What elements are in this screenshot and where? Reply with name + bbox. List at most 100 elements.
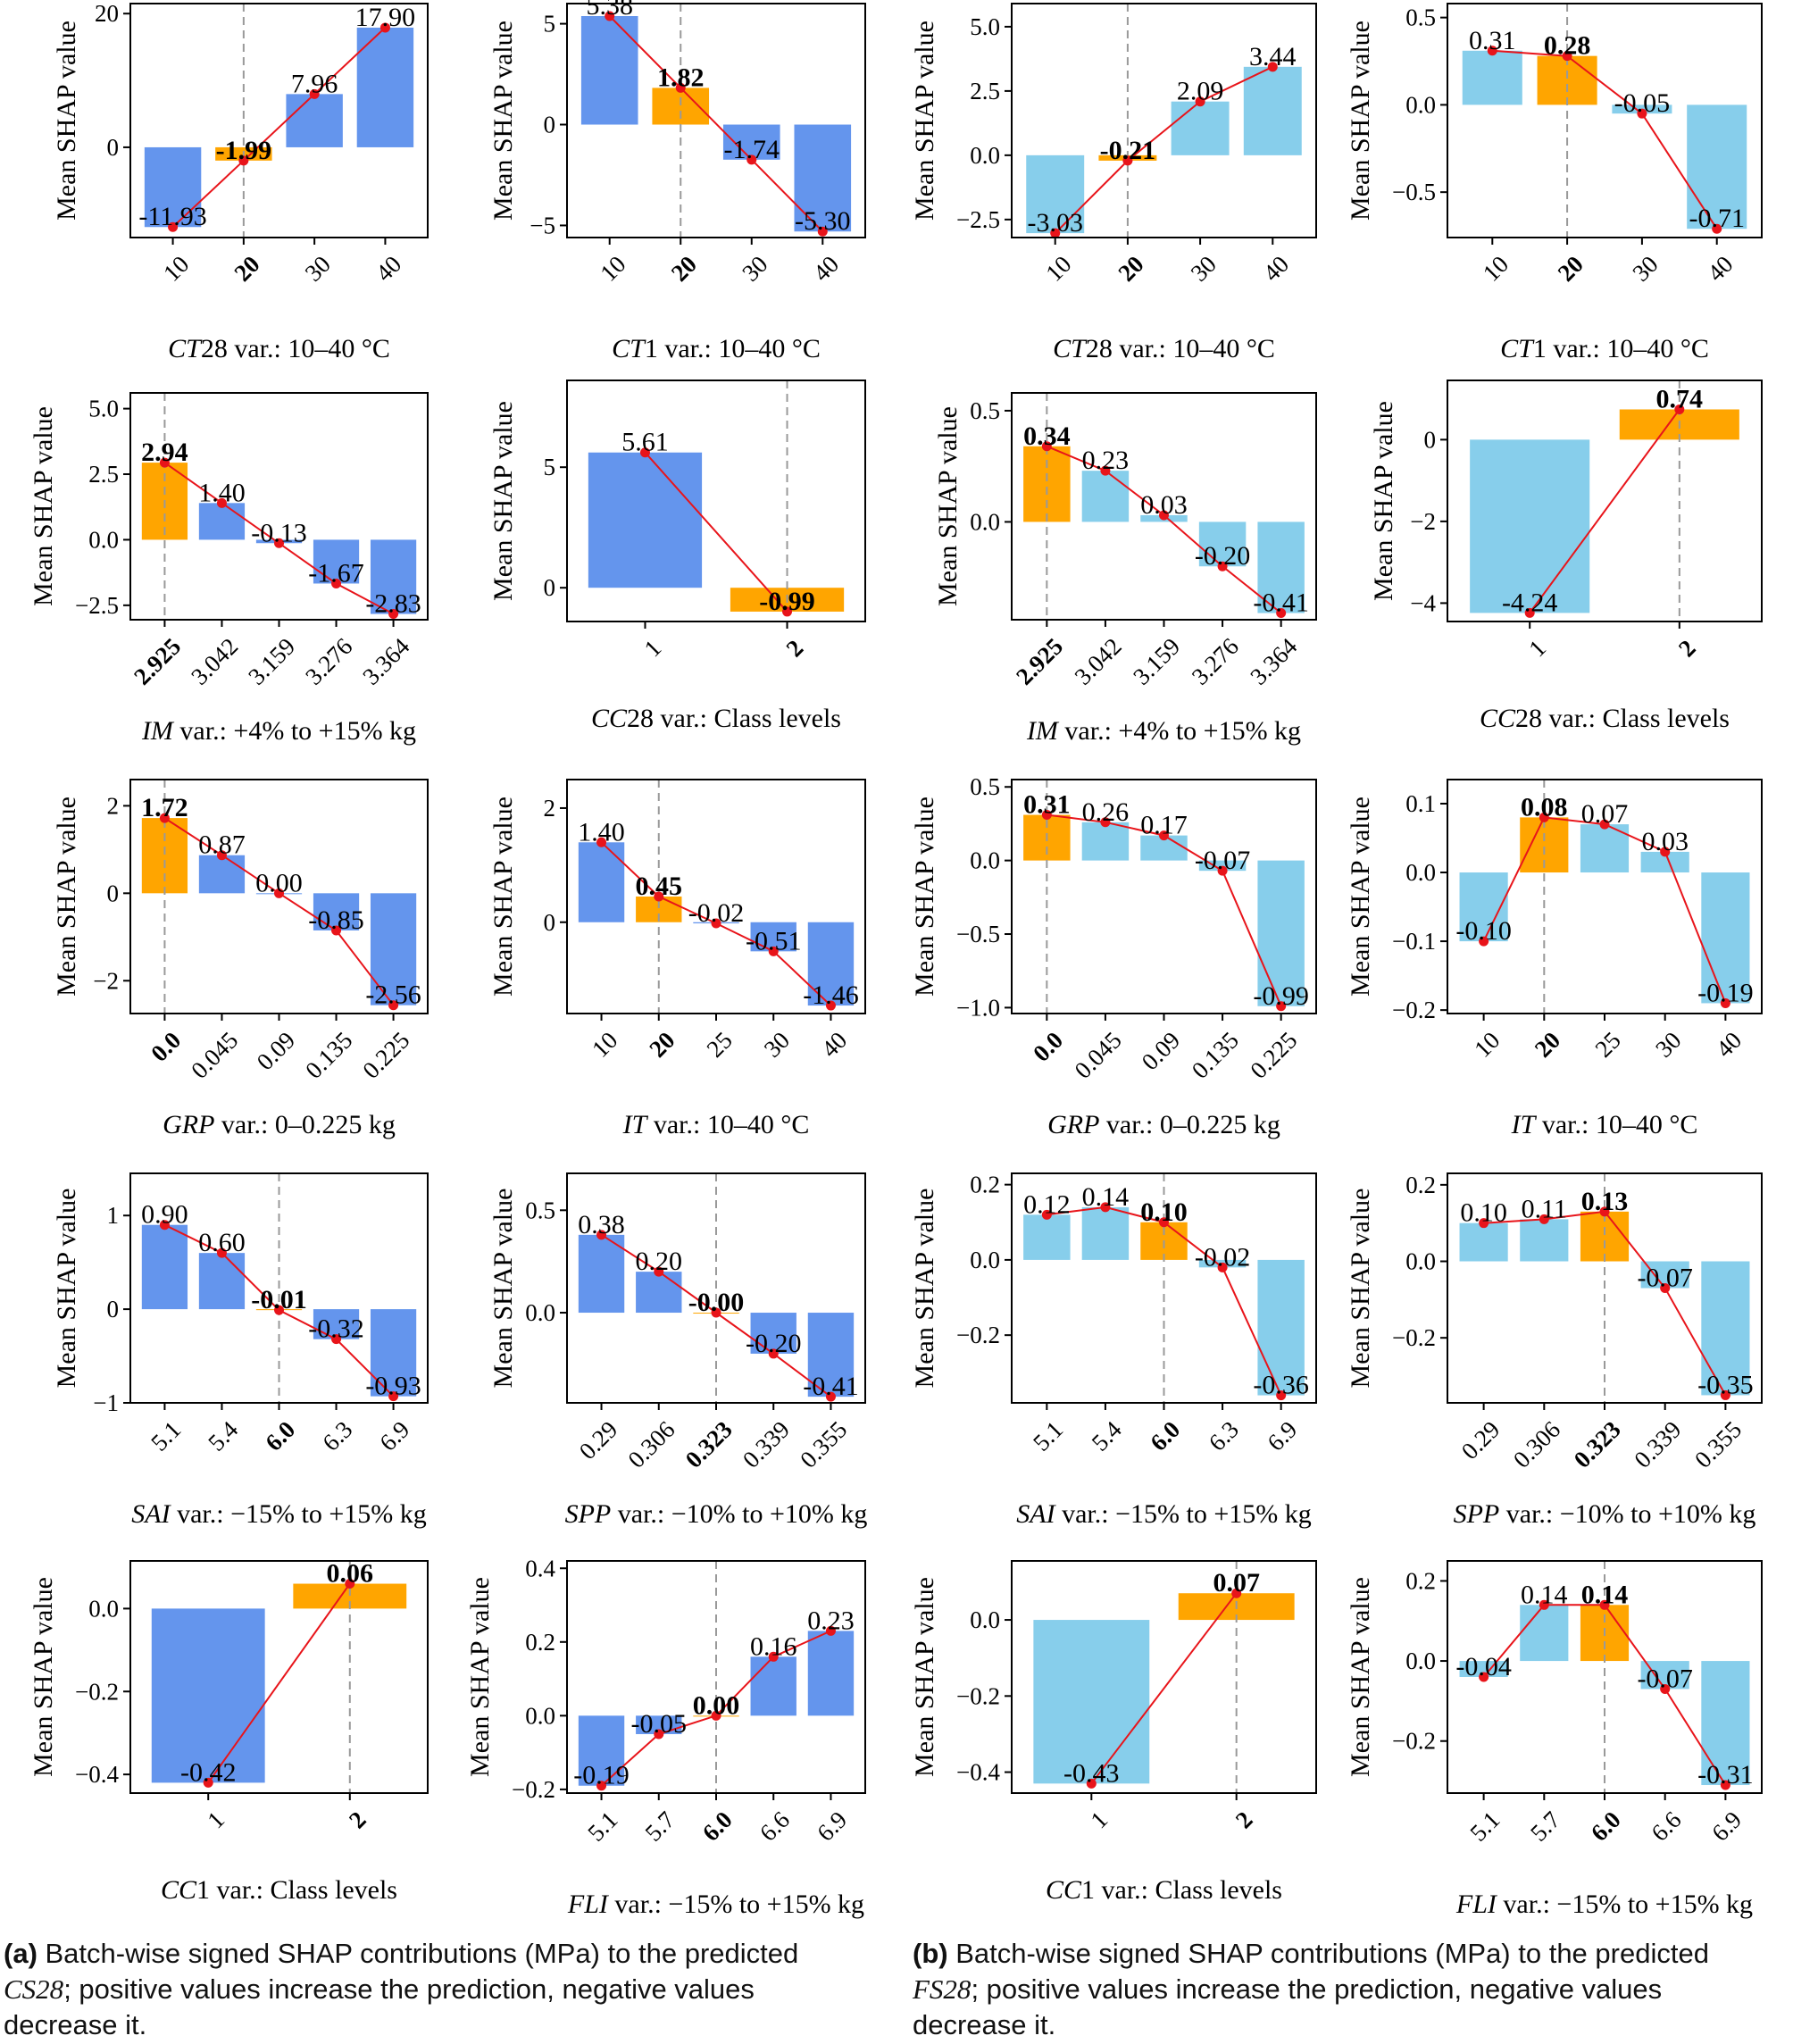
x-tick-label: 0.323 <box>1569 1416 1626 1473</box>
data-point <box>1599 1206 1610 1217</box>
value-label: -0.36 <box>1253 1371 1309 1400</box>
y-tick-label: 0.0 <box>1405 859 1436 886</box>
data-point <box>1479 1218 1489 1229</box>
x-tick-label: 10 <box>1040 251 1076 287</box>
data-point <box>1276 1390 1287 1401</box>
value-label: 5.38 <box>586 0 633 21</box>
value-label: -0.07 <box>1195 846 1251 875</box>
y-tick-label: 0.0 <box>970 508 1000 535</box>
chart-11: 0.31 0.26 0.17-0.07-0.99−1.0−0.50.00.50.0 0… <box>910 773 1317 1139</box>
y-tick-label: −2 <box>93 967 119 994</box>
value-label: 7.96 <box>291 69 338 98</box>
value-label: -3.03 <box>1027 208 1083 238</box>
data-point <box>1712 223 1722 234</box>
y-tick-label: 0.0 <box>525 1702 555 1729</box>
x-tick-label: 2 <box>1673 635 1701 663</box>
x-axis-label: CT28 var.: 10–40 °C <box>168 334 390 363</box>
chart-10: 1.40 0.45-0.02-0.51-1.46 0 2 10 20 25 30 40 Mean … <box>488 779 866 1139</box>
data-point <box>1195 96 1205 107</box>
value-label: 1.40 <box>198 478 246 507</box>
x-axis-variable: CT <box>168 334 203 363</box>
value-label: 0.08 <box>1521 792 1568 822</box>
value-label: 0.06 <box>327 1559 374 1589</box>
x-tick-label: 0.29 <box>1456 1416 1505 1465</box>
y-tick-label: 2 <box>107 792 120 819</box>
x-tick-label: 0.29 <box>574 1416 623 1465</box>
plot-frame <box>566 3 866 238</box>
y-tick-label: 2.5 <box>970 78 1000 104</box>
value-label: -0.21 <box>1100 136 1156 165</box>
value-label: 0.00 <box>693 1690 740 1720</box>
value-label: 0.26 <box>1082 797 1130 827</box>
value-label: 5.61 <box>621 428 669 457</box>
bar-3.364 <box>1257 521 1305 613</box>
x-tick-label: 10 <box>1478 251 1514 287</box>
value-label: 0.14 <box>1521 1580 1568 1609</box>
x-axis-description: var.: −10% to +10% kg <box>611 1499 867 1529</box>
x-tick-label: 40 <box>808 251 844 287</box>
value-label: -0.42 <box>180 1757 237 1787</box>
data-point <box>1539 1599 1549 1610</box>
value-label: -2.56 <box>365 980 421 1010</box>
value-label: -0.99 <box>759 587 815 616</box>
value-label: -1.74 <box>724 135 780 164</box>
x-axis-description: var.: −15% to +15% kg <box>1497 1890 1753 1919</box>
x-axis-description: var.: −15% to +15% kg <box>608 1890 864 1919</box>
y-tick-label: −0.2 <box>956 1322 1000 1348</box>
bar-10 <box>578 842 625 922</box>
x-axis-variable: CC <box>1046 1875 1082 1905</box>
x-tick-label: 0.09 <box>1137 1027 1186 1076</box>
data-point <box>168 221 179 232</box>
value-label: -0.71 <box>1689 204 1745 233</box>
x-tick-label: 5.4 <box>1087 1415 1127 1456</box>
data-point <box>1487 46 1497 56</box>
y-tick-label: 0.0 <box>970 847 1000 874</box>
x-tick-label: 40 <box>371 251 406 287</box>
chart-14: 0.380.20-0.00-0.20-0.410.00.50.29 0.306 0.… <box>488 1172 867 1529</box>
value-label: -0.51 <box>746 926 802 955</box>
x-axis-description: var.: +4% to +15% kg <box>1058 716 1301 746</box>
y-tick-label: 0.0 <box>1405 1248 1436 1275</box>
bar-2.925 <box>1023 446 1071 522</box>
x-axis-description: var.: 10–40 °C <box>1535 1110 1697 1139</box>
y-axis-label: Mean SHAP value <box>910 1577 939 1777</box>
data-point <box>711 918 721 929</box>
value-label: 0.10 <box>1460 1198 1507 1228</box>
value-label: -11.93 <box>138 202 206 231</box>
bar-1 <box>588 452 703 588</box>
value-label: 0.34 <box>1023 421 1071 451</box>
bar-1 <box>151 1608 265 1783</box>
caption-a: (a) Batch-wise signed SHAP contributions… <box>4 1936 843 2043</box>
data-point <box>1660 1283 1671 1293</box>
data-point <box>596 1230 607 1240</box>
x-tick-label: 5.1 <box>146 1416 186 1456</box>
value-label: 17.90 <box>355 3 416 32</box>
y-tick-label: 0.0 <box>970 142 1000 169</box>
x-tick-label: 5.1 <box>1028 1416 1068 1456</box>
value-label: -0.02 <box>1195 1242 1251 1272</box>
data-point <box>1539 812 1549 822</box>
bar-0.045 <box>198 855 246 894</box>
x-tick-label: 0.09 <box>252 1027 301 1076</box>
data-point <box>1100 465 1111 476</box>
bar-0.135 <box>1198 860 1247 872</box>
data-point <box>1159 830 1169 841</box>
x-tick-label: 0.225 <box>1245 1027 1302 1084</box>
chart-17: -0.42 0.06 −0.4 −0.2 0.0 1 2 Mean SHAP value CC1… <box>29 1559 429 1905</box>
value-label: 0.31 <box>1023 790 1071 820</box>
x-tick-label: 2 <box>1230 1806 1258 1834</box>
x-axis-variable: GRP <box>1047 1110 1099 1139</box>
chart-4: 0.31 0.28 -0.05 -0.71 −0.5 0.0 0.5 10 20 30 40 Mean… <box>1346 3 1763 363</box>
bar-10 <box>580 16 638 125</box>
bar-6.9 <box>1701 1661 1750 1786</box>
trend-line <box>207 1582 351 1783</box>
y-tick-label: 0.2 <box>970 1172 1000 1198</box>
y-tick-label: −0.2 <box>1392 1324 1436 1351</box>
value-label: -0.43 <box>1063 1758 1120 1788</box>
data-point <box>203 1777 213 1788</box>
x-tick-label: 3.159 <box>243 633 300 690</box>
x-tick-label: 20 <box>1553 251 1589 287</box>
data-point <box>274 538 284 548</box>
x-axis-label: CT1 var.: 10–40 °C <box>1500 334 1709 363</box>
x-tick-label: 3.364 <box>357 632 415 690</box>
